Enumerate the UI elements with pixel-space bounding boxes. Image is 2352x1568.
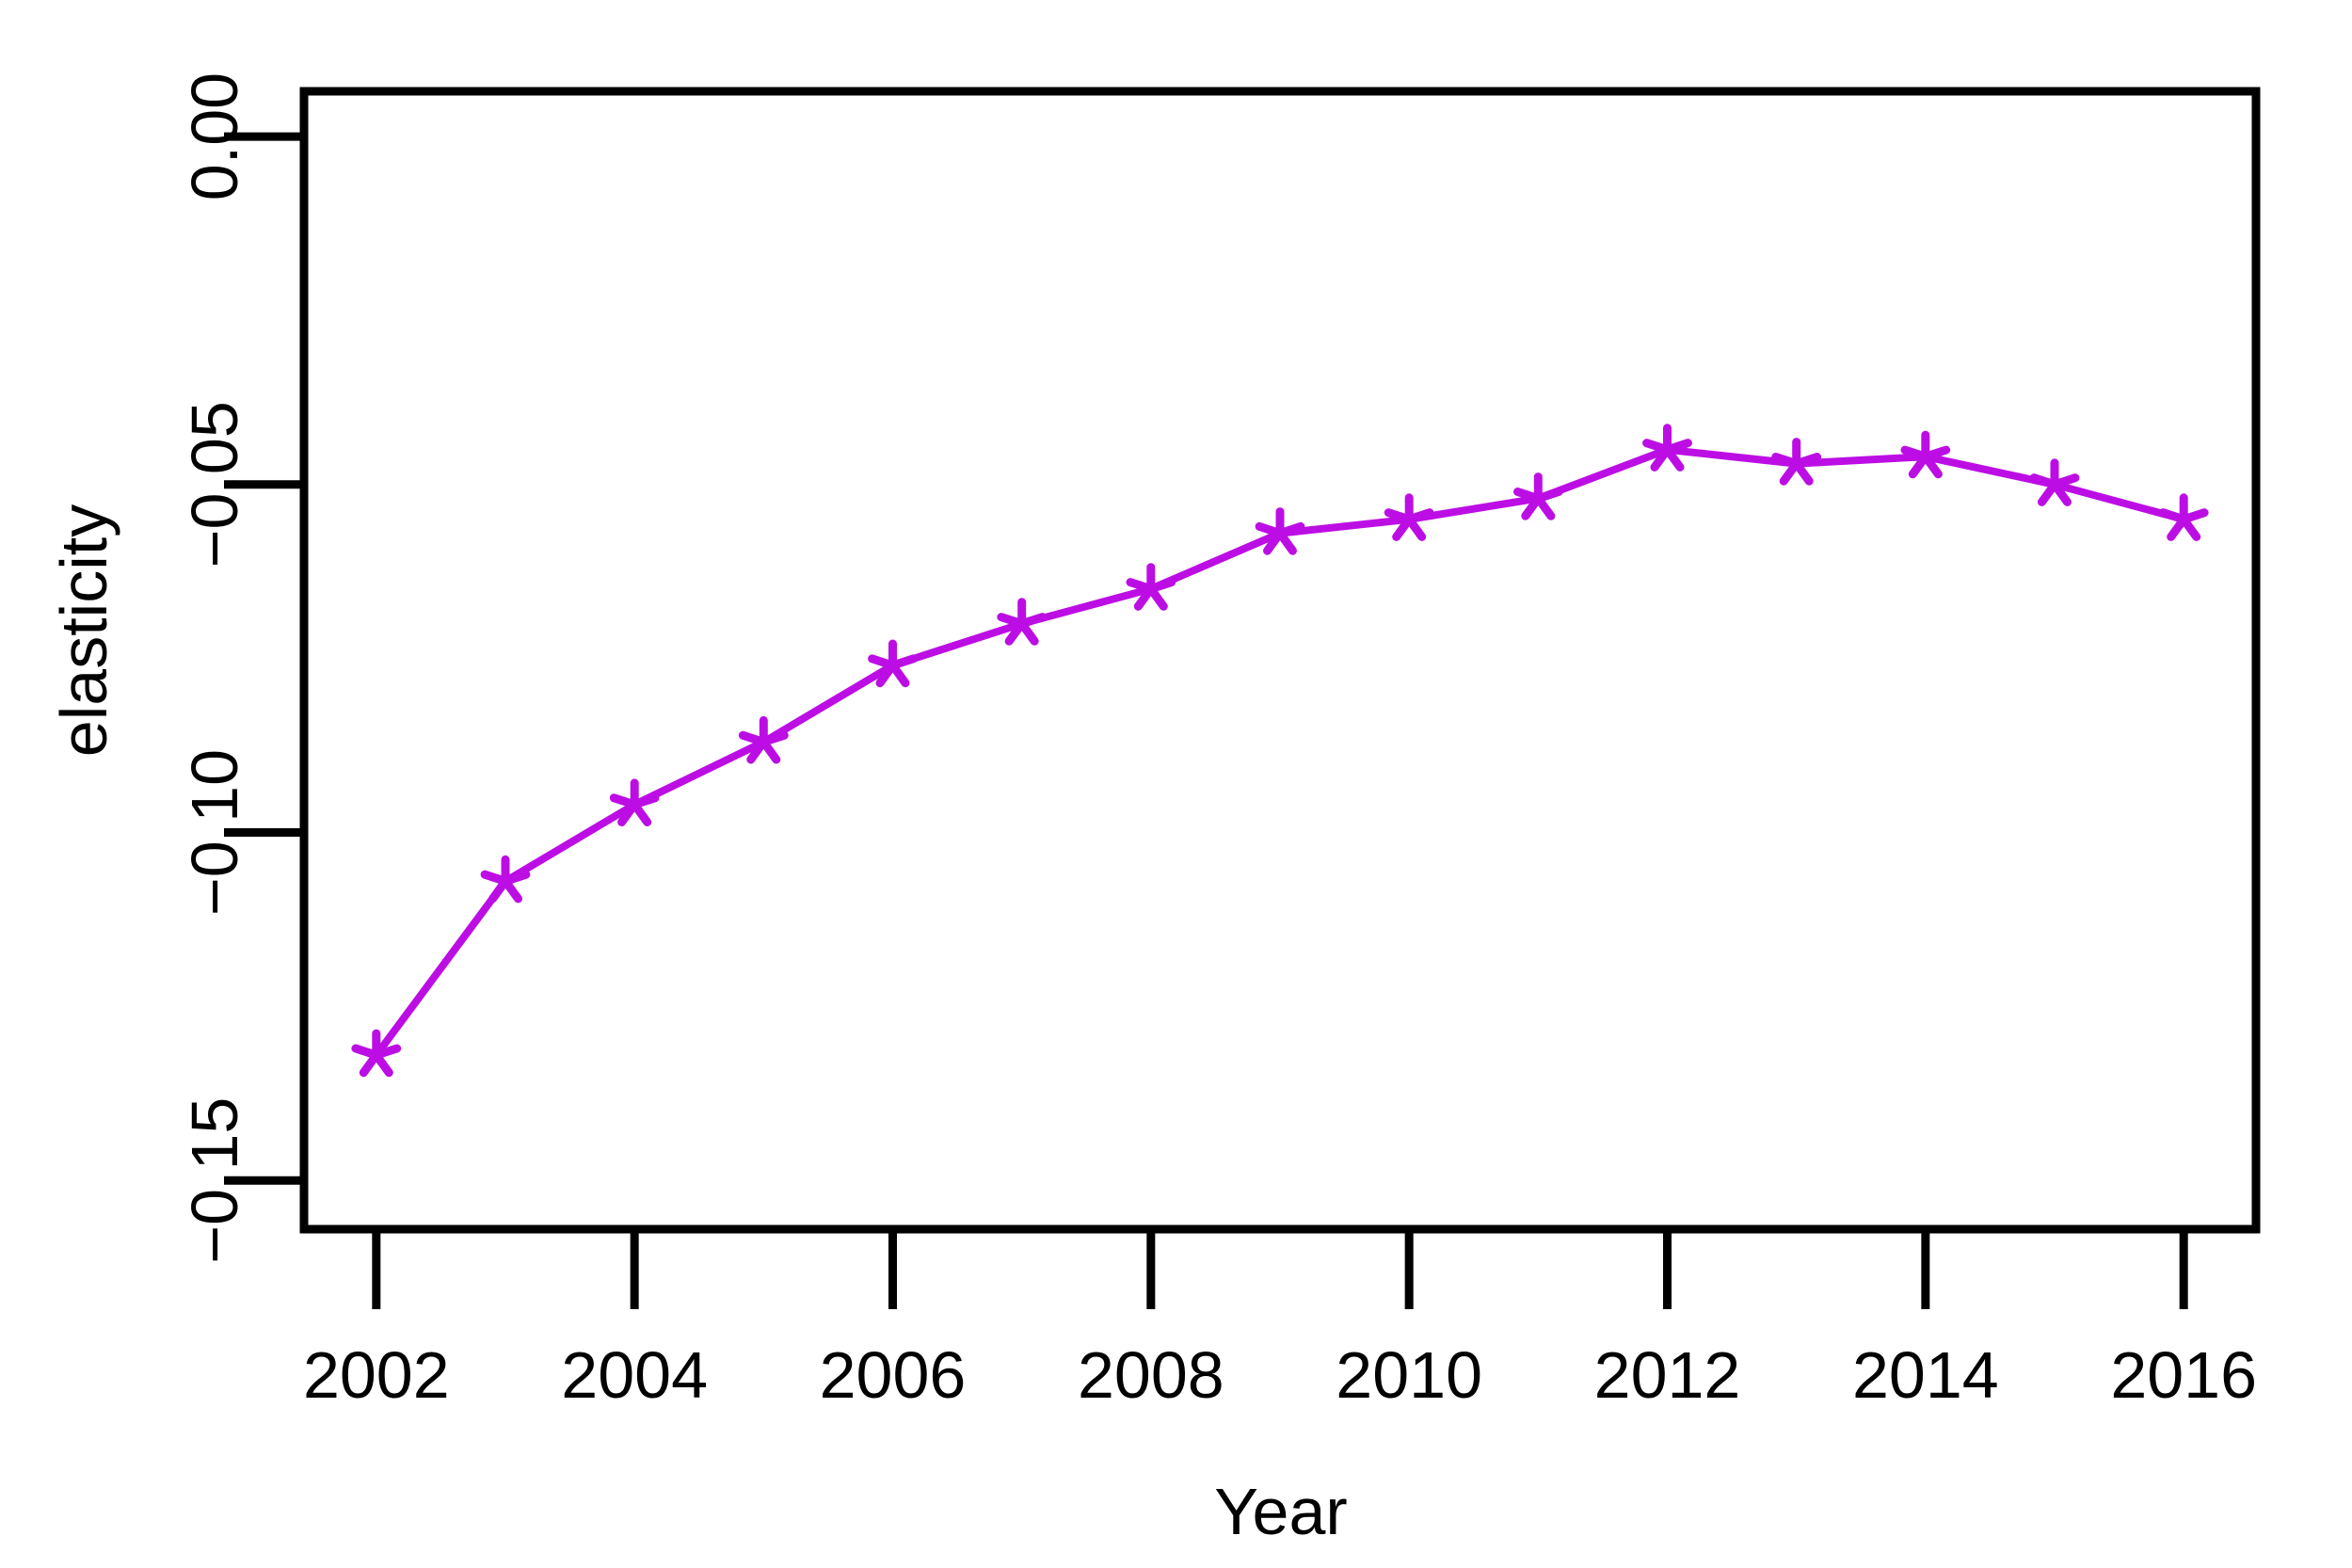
data-point-marker (868, 639, 918, 688)
data-point-marker (1513, 472, 1563, 520)
y-axis-title: elasticity (47, 504, 120, 757)
x-tick-label: 2006 (820, 1338, 967, 1412)
x-axis-title: Year (1214, 1475, 1347, 1548)
data-point-marker (1771, 438, 1822, 486)
x-tick-label: 2002 (303, 1338, 450, 1412)
y-tick-label: −0.05 (178, 401, 251, 568)
data-point-marker (609, 778, 660, 826)
data-point-marker (351, 1029, 402, 1078)
x-tick-label: 2010 (1336, 1338, 1482, 1412)
x-tick-label: 2004 (561, 1338, 708, 1412)
y-tick-label: −0.15 (178, 1097, 251, 1264)
data-point-marker (1126, 563, 1176, 611)
data-point-marker (1642, 424, 1692, 472)
data-point-marker (480, 855, 531, 904)
data-point-marker (1255, 507, 1305, 555)
y-tick-label: −0.10 (178, 749, 251, 916)
x-tick-label: 2008 (1078, 1338, 1224, 1412)
data-line (373, 445, 2185, 1058)
data-point-marker (997, 598, 1047, 646)
data-point-marker (1384, 493, 1434, 541)
x-tick-label: 2012 (1594, 1338, 1741, 1412)
x-tick-label: 2014 (1852, 1338, 1999, 1412)
y-tick-label: 0.00 (178, 72, 251, 200)
x-tick-label: 2016 (2110, 1338, 2257, 1412)
data-point-marker (2158, 493, 2209, 541)
data-point-marker (738, 715, 789, 764)
data-point-marker (1900, 430, 1951, 479)
plot-area: 2002 2004 2006 2008 2010 2012 2014 2016 0.00 −0.0… (178, 72, 2261, 1412)
data-point-marker (2029, 458, 2080, 506)
plot-border (299, 87, 2261, 1234)
